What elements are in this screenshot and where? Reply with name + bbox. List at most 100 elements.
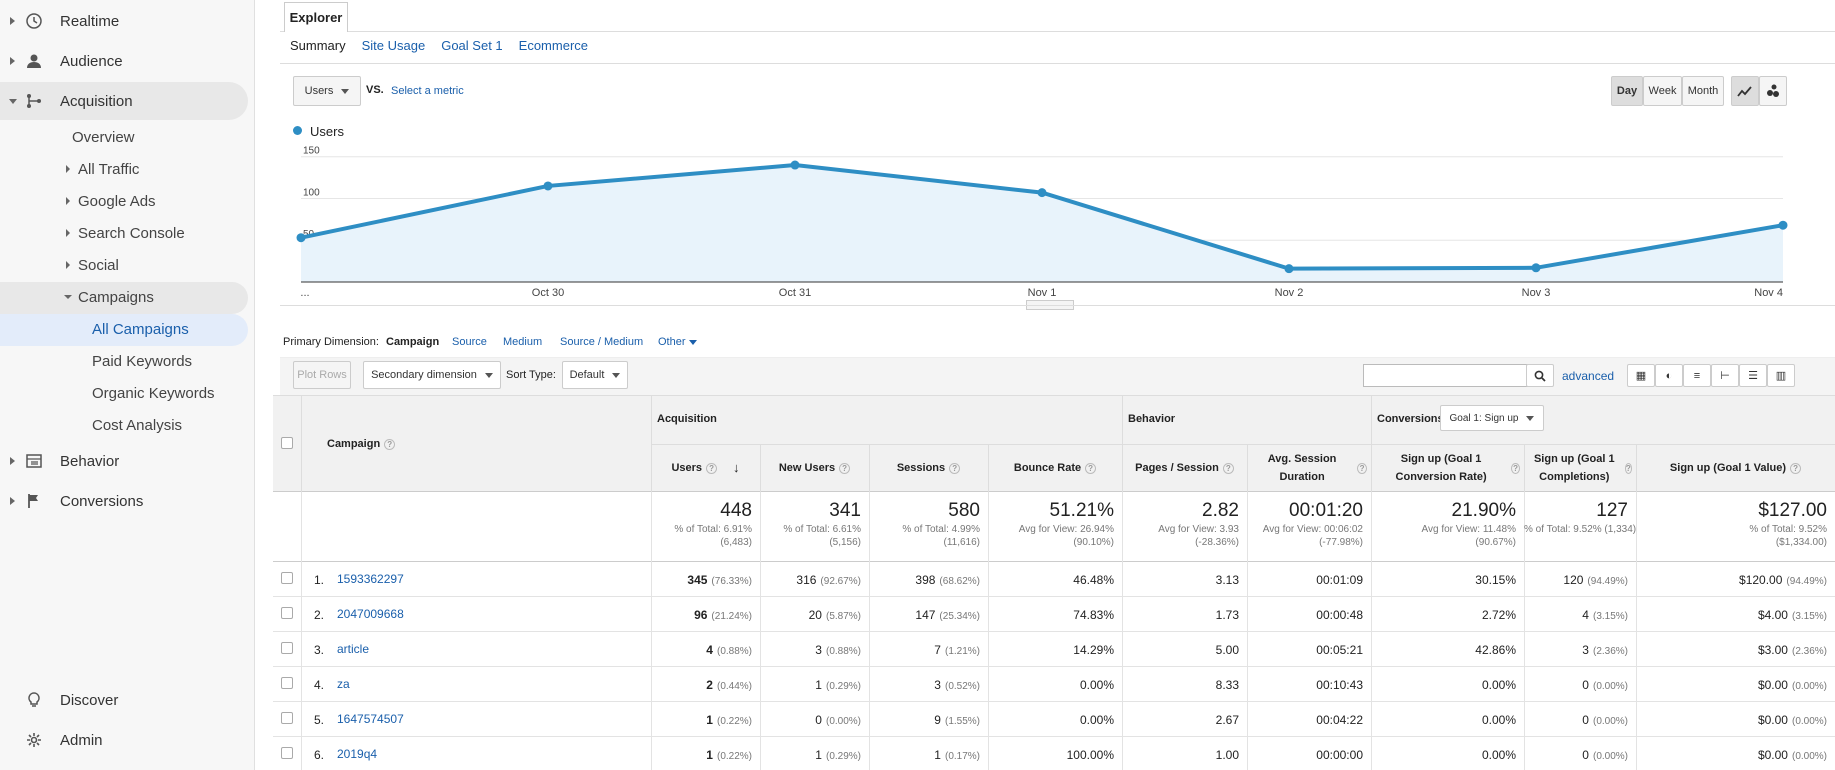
sidebar-item-label: Admin	[60, 731, 103, 749]
help-icon[interactable]: ?	[706, 462, 718, 474]
sidebar-sub-cost-analysis[interactable]: Cost Analysis	[92, 416, 183, 434]
table-cell: $0.00 (0.00%)	[1636, 678, 1827, 692]
campaign-link[interactable]: za	[337, 677, 350, 691]
table-cell: 0 (0.00%)	[1524, 713, 1628, 727]
sidebar-item-behavior[interactable]: Behavior	[0, 443, 248, 479]
plot-rows-button[interactable]: Plot Rows	[293, 361, 351, 389]
sidebar-sub-google-ads[interactable]: Google Ads	[66, 186, 156, 216]
motion-chart-button[interactable]	[1759, 76, 1787, 106]
search-button[interactable]	[1526, 364, 1554, 387]
campaign-link[interactable]: article	[337, 642, 370, 656]
sidebar-sub-all-traffic[interactable]: All Traffic	[66, 154, 139, 184]
data-point[interactable]	[1284, 264, 1294, 274]
sort-type-select[interactable]: Default	[562, 361, 628, 389]
line-chart-button[interactable]	[1731, 76, 1759, 106]
view-performance-button[interactable]: ≡	[1683, 364, 1711, 387]
tab-explorer[interactable]: Explorer	[284, 2, 348, 32]
help-icon[interactable]: ?	[1357, 462, 1367, 474]
help-icon[interactable]: ?	[1624, 462, 1632, 474]
view-term-cloud-button[interactable]: ☰	[1739, 364, 1767, 387]
table-cell: 100.00%	[988, 748, 1114, 762]
data-point[interactable]	[1778, 220, 1788, 230]
help-icon[interactable]: ?	[1085, 462, 1097, 474]
view-pivot-button[interactable]: ▥	[1767, 364, 1795, 387]
campaign-link[interactable]: 1647574507	[337, 712, 404, 726]
table-cell: 3.13	[1122, 573, 1239, 587]
sidebar-item-realtime[interactable]: Realtime	[0, 3, 248, 39]
view-data-button[interactable]: ▦	[1627, 364, 1655, 387]
row-checkbox[interactable]	[281, 572, 293, 584]
dimension-other[interactable]: Other	[658, 336, 697, 348]
day-button[interactable]: Day	[1611, 76, 1643, 106]
help-icon[interactable]: ?	[1790, 462, 1802, 474]
row-checkbox[interactable]	[281, 607, 293, 619]
sidebar-item-audience[interactable]: Audience	[0, 43, 248, 79]
month-button[interactable]: Month	[1682, 76, 1724, 106]
table-cell: 398 (68.62%)	[869, 573, 980, 587]
table-cell: 2.72%	[1371, 608, 1516, 622]
sidebar-sub-organic-keywords[interactable]: Organic Keywords	[92, 384, 215, 402]
help-icon[interactable]: ?	[1511, 462, 1520, 474]
cell-value: 3	[1582, 643, 1589, 657]
column-header[interactable]: Bounce Rate?	[988, 444, 1122, 492]
column-header[interactable]: Sign up (Goal 1 Completions)?	[1524, 444, 1636, 492]
caret-down-icon	[64, 295, 72, 299]
sidebar-item-acquisition[interactable]: Acquisition	[0, 83, 248, 119]
select-metric-link[interactable]: Select a metric	[391, 85, 464, 97]
row-checkbox[interactable]	[281, 747, 293, 759]
subtab-summary[interactable]: Summary	[290, 38, 346, 53]
column-header-campaign[interactable]: Campaign?	[327, 438, 396, 450]
data-point[interactable]	[1037, 188, 1047, 198]
sidebar-item-discover[interactable]: Discover	[0, 682, 248, 718]
column-header[interactable]: Pages / Session?	[1122, 444, 1247, 492]
goal-select[interactable]: Goal 1: Sign up	[1440, 405, 1544, 431]
dimension-campaign[interactable]: Campaign	[386, 336, 440, 348]
sidebar-item-conversions[interactable]: Conversions	[0, 483, 248, 519]
sort-desc-icon[interactable]: ↓	[733, 460, 740, 475]
row-checkbox[interactable]	[281, 677, 293, 689]
metric-select[interactable]: Users	[293, 76, 361, 106]
sidebar-sub-search-console[interactable]: Search Console	[66, 218, 185, 248]
row-checkbox[interactable]	[281, 642, 293, 654]
column-header[interactable]: New Users?	[760, 444, 869, 492]
sidebar-sub-overview[interactable]: Overview	[72, 128, 135, 146]
subtab-goal-set-1[interactable]: Goal Set 1	[441, 38, 503, 53]
subtab-ecommerce[interactable]: Ecommerce	[518, 38, 589, 53]
sidebar-sub-all-campaigns[interactable]: All Campaigns	[92, 320, 189, 338]
column-header[interactable]: Sign up (Goal 1 Value)?	[1636, 444, 1835, 492]
campaign-link[interactable]: 1593362297	[337, 572, 404, 586]
row-checkbox[interactable]	[281, 712, 293, 724]
cell-value: 1	[815, 748, 822, 762]
column-header[interactable]: Sessions?	[869, 444, 988, 492]
sidebar-sub-paid-keywords[interactable]: Paid Keywords	[92, 352, 193, 370]
data-point[interactable]	[790, 160, 800, 170]
data-point[interactable]	[296, 233, 306, 243]
view-comparison-button[interactable]: ⊢	[1711, 364, 1739, 387]
data-point[interactable]	[543, 181, 553, 191]
column-header[interactable]: Sign up (Goal 1 Conversion Rate)?	[1371, 444, 1524, 492]
dimension-source-medium[interactable]: Source / Medium	[560, 336, 644, 348]
help-icon[interactable]: ?	[1222, 462, 1234, 474]
campaign-link[interactable]: 2047009668	[337, 607, 404, 621]
column-header[interactable]: Avg. Session Duration?	[1247, 444, 1371, 492]
campaign-link[interactable]: 2019q4	[337, 747, 378, 761]
view-pie-button[interactable]: ◐	[1655, 364, 1683, 387]
help-icon[interactable]: ?	[839, 462, 851, 474]
sidebar-item-admin[interactable]: Admin	[0, 722, 248, 758]
data-point[interactable]	[1531, 263, 1541, 273]
secondary-dimension-select[interactable]: Secondary dimension	[363, 361, 501, 389]
week-button[interactable]: Week	[1643, 76, 1682, 106]
sidebar: Realtime Audience Acquisition Overview A…	[0, 0, 255, 770]
sidebar-sub-social[interactable]: Social	[66, 250, 119, 280]
table-search-input[interactable]	[1363, 364, 1528, 387]
dimension-source[interactable]: Source	[452, 336, 487, 348]
help-icon[interactable]: ?	[949, 462, 961, 474]
advanced-link[interactable]: advanced	[1562, 369, 1615, 383]
select-all-checkbox[interactable]	[281, 437, 293, 449]
help-icon[interactable]: ?	[384, 438, 396, 450]
column-header[interactable]: Users? ↓	[651, 444, 760, 492]
subtab-site-usage[interactable]: Site Usage	[361, 38, 426, 53]
sidebar-sub-campaigns[interactable]: Campaigns	[64, 282, 154, 312]
bubble-chart-icon	[1767, 84, 1779, 97]
dimension-medium[interactable]: Medium	[503, 336, 543, 348]
